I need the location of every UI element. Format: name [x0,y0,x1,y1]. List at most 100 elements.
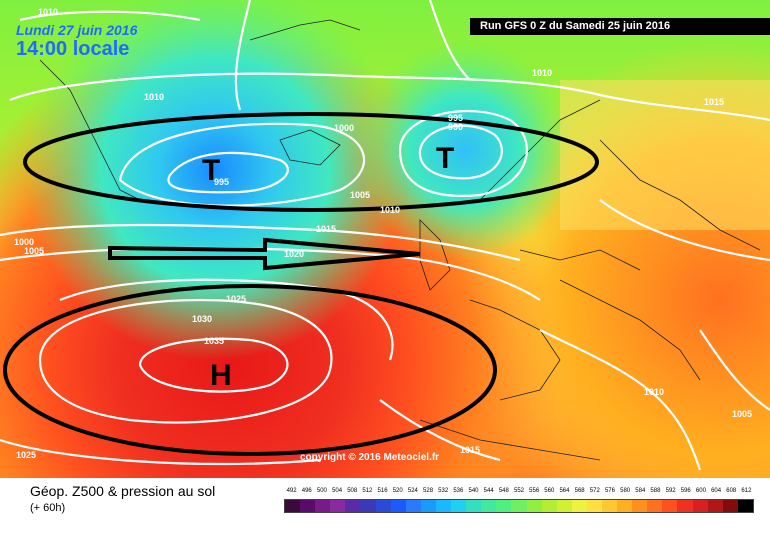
pressure-label: 1010 [38,7,58,17]
scale-label: 572 [589,488,600,494]
scale-label: 532 [438,488,449,494]
scale-label: 608 [726,488,737,494]
pressure-label: 1025 [16,450,36,460]
scale-label: 504 [332,488,343,494]
pressure-label: 1010 [644,387,664,397]
scale-swatch [571,500,587,512]
scale-label: 516 [377,488,388,494]
scale-label: 524 [407,488,418,494]
map-canvas: T T H 1010 1010 1010 1015 1000 995 995 9… [0,0,770,478]
scale-label: 528 [423,488,434,494]
scale-label: 600 [695,488,706,494]
scale-label: 492 [286,488,297,494]
scale-label: 500 [316,488,327,494]
scale-swatch [692,500,708,512]
scale-swatch [632,500,648,512]
scale-swatch [466,500,482,512]
legend-footer: Géop. Z500 & pression au sol (+ 60h) 492… [0,478,770,536]
forecast-time: 14:00 locale [16,38,130,60]
scale-label: 544 [483,488,494,494]
pressure-label: 1015 [316,224,336,234]
pressure-label: 1000 [14,237,34,247]
scale-swatch [300,500,316,512]
low-pressure-zone-outline [23,112,599,212]
scale-swatch [481,500,497,512]
pressure-label: 1015 [704,97,724,107]
copyright-notice: copyright © 2016 Meteociel.fr [300,452,440,463]
forecast-lead-time: (+ 60h) [30,502,66,514]
flow-arrow-icon [108,237,421,271]
scale-swatch [707,500,723,512]
high-marker: H [210,359,232,392]
pressure-label: 1035 [204,336,224,346]
scale-swatch [601,500,618,512]
pressure-label: 1010 [532,68,552,78]
scale-swatch [511,500,527,512]
scale-swatch [662,500,678,512]
scale-swatch [556,500,572,512]
scale-swatch [285,500,301,512]
pressure-label: 990 [448,122,463,132]
scale-swatch [737,500,753,512]
scale-swatch [722,500,738,512]
pressure-label: 1005 [732,409,752,419]
scale-label: 536 [453,488,464,494]
scale-swatch [315,500,331,512]
coastlines [39,19,761,461]
scale-swatch [375,500,391,512]
scale-label: 612 [741,488,752,494]
pressure-label: 1005 [350,190,370,200]
forecast-date: Lundi 27 juin 2016 [16,22,138,38]
scale-swatch [420,500,436,512]
scale-swatch [330,500,346,512]
scale-label: 604 [711,488,722,494]
scale-label: 540 [468,488,479,494]
color-scale-bar [284,499,754,513]
scale-swatch [647,500,663,512]
pressure-label: 1030 [192,314,212,324]
scale-label: 520 [392,488,403,494]
pressure-label: 1000 [334,123,354,133]
pressure-label: 995 [448,113,463,123]
scale-swatch [435,500,452,512]
low-marker-east: T [436,142,454,175]
pressure-label: 1010 [380,205,400,215]
scale-label: 512 [362,488,373,494]
pressure-label: 995 [214,177,229,187]
scale-label: 588 [650,488,661,494]
scale-swatch [360,500,376,512]
scale-swatch [526,500,542,512]
scale-swatch [451,500,467,512]
scale-swatch [541,500,557,512]
scale-label: 556 [529,488,540,494]
color-scale-labels: 492 496 500 504 508 512 516 520 524 528 532 536 540 5… [284,488,754,498]
scale-label: 508 [347,488,358,494]
scale-swatch [677,500,693,512]
scale-swatch [617,500,633,512]
pressure-label: 1025 [226,294,246,304]
weather-map: T T H 1010 1010 1010 1015 1000 995 995 9… [0,0,770,478]
scale-label: 552 [513,488,525,494]
scale-swatch [345,500,361,512]
low-pressure-field-east [0,0,770,478]
pressure-label: 1010 [144,92,164,102]
scale-label: 596 [680,488,691,494]
scale-label: 496 [301,488,312,494]
scale-label: 584 [635,488,646,494]
scale-label: 576 [604,488,615,494]
scale-swatch [586,500,602,512]
scale-label: 560 [544,488,555,494]
high-pressure-zone-outline [3,284,497,456]
scale-swatch [390,500,406,512]
scale-label: 548 [498,488,509,494]
low-marker-west: T [202,154,220,187]
scale-label: 564 [559,488,570,494]
pressure-label: 1005 [24,246,44,256]
scale-swatch [405,500,421,512]
scale-swatch [496,500,512,512]
map-title: Géop. Z500 & pression au sol [30,483,216,499]
pressure-label: 1020 [284,249,304,259]
scale-label: 592 [665,488,676,494]
scale-label: 568 [574,488,585,494]
scale-label: 580 [620,488,631,494]
